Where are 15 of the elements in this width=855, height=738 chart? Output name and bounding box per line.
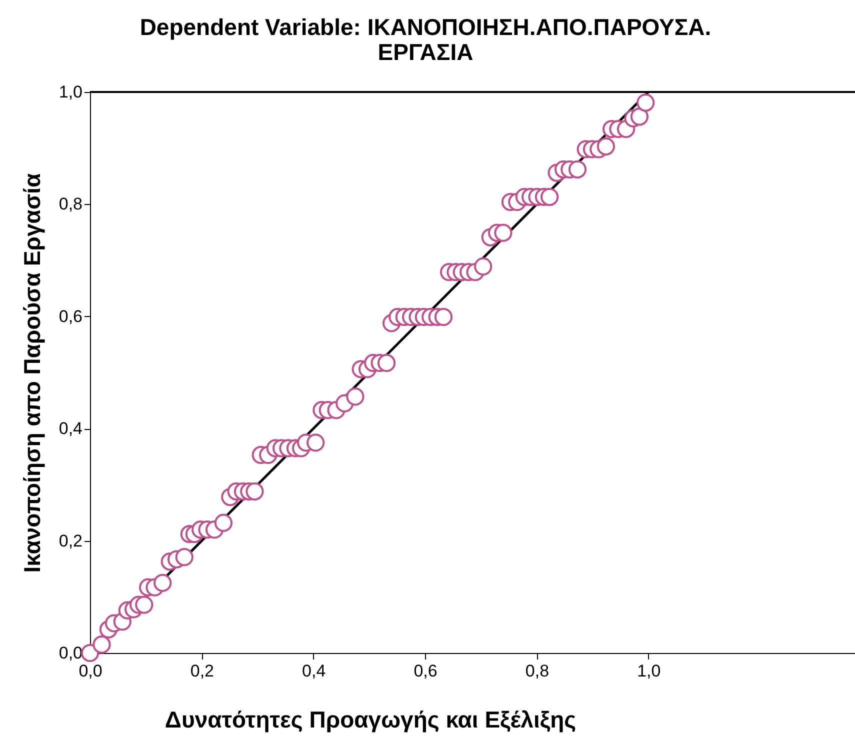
y-tick-label: 0,0 (58, 644, 82, 662)
x-tick-label: 0,0 (78, 662, 102, 680)
y-tick-label: 0,6 (58, 306, 82, 326)
x-tick-label: 0,4 (302, 662, 326, 680)
x-tick-label: 0,8 (525, 662, 550, 680)
y-tick-label: 1,0 (58, 82, 82, 102)
y-tick-label: 0,2 (58, 531, 82, 550)
x-tick-label: 0,6 (414, 662, 438, 680)
y-axis-title: Ικανοποίηση απο Παρούσα Εργασία (18, 173, 45, 573)
y-tick-label: 0,8 (58, 194, 82, 214)
chart-title: Dependent Variable: ΙΚΑΝΟΠΟΙΗΣΗ.ΑΠΟ.ΠΑΡΟΥΣΑ. ΕΡΓΑΣΙΑ (140, 14, 712, 65)
x-axis-title: Δυνατότητες Προαγωγής και Εξέλιξης (164, 706, 576, 732)
x-tick-label: 1,0 (637, 662, 661, 680)
y-tick-label: 0,4 (58, 419, 82, 438)
x-tick-label: 0,2 (190, 662, 214, 680)
